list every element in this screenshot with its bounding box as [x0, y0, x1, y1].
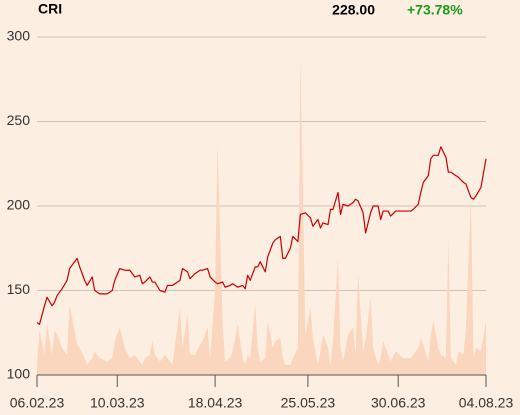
y-tick-label: 150	[7, 281, 31, 297]
x-tick-label: 18.04.23	[188, 395, 243, 411]
x-tick-label: 10.03.23	[90, 395, 145, 411]
change: +73.78%	[407, 2, 463, 18]
x-tick-label: 04.08.23	[459, 395, 514, 411]
last-price: 228.00	[332, 2, 375, 18]
y-tick-label: 200	[7, 197, 31, 213]
y-tick-label: 100	[7, 366, 31, 382]
x-tick-label: 06.02.23	[10, 395, 65, 411]
y-tick-label: 300	[7, 28, 31, 44]
y-tick-label: 250	[7, 112, 31, 128]
ticker: CRI	[38, 1, 62, 17]
x-tick-label: 30.06.23	[371, 395, 426, 411]
x-tick-label: 25.05.23	[281, 395, 336, 411]
price-line	[36, 146, 487, 325]
